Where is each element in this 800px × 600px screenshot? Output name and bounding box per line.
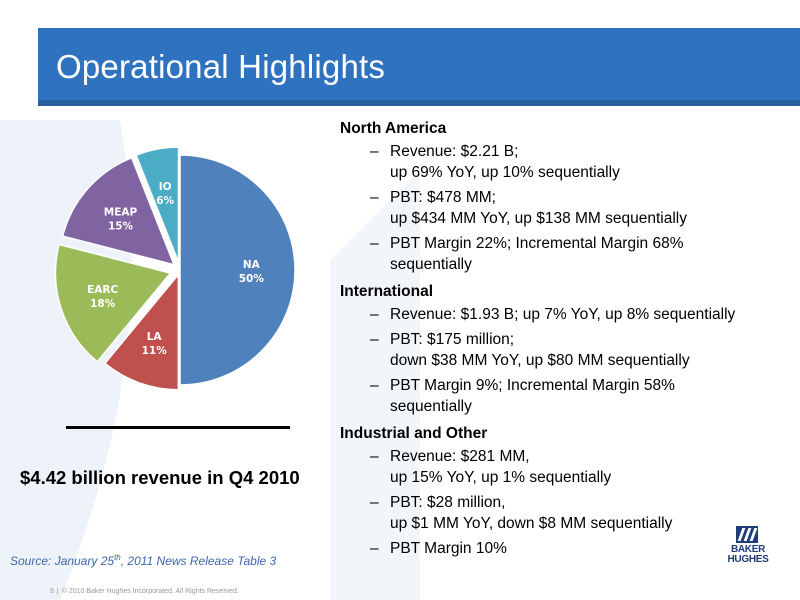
bullet-continuation: up $1 MM YoY, down $8 MM sequentially <box>390 515 673 532</box>
section-title: Industrial and Other <box>340 425 488 442</box>
logo-mark-icon <box>736 526 758 543</box>
footer-separator: | <box>56 588 59 595</box>
bullet-item: – PBT Margin 10% <box>340 538 800 559</box>
baker-hughes-logo: BAKER HUGHES <box>716 526 780 574</box>
dash-bullet-icon: – <box>370 189 379 206</box>
source-note: Source: January 25th, 2011 News Release … <box>10 553 276 568</box>
pie-slice-io <box>135 146 180 263</box>
title-banner: Operational Highlights <box>38 28 800 106</box>
slice-label-na: NA <box>243 259 261 271</box>
bullet-text: PBT: $28 million, <box>390 494 506 511</box>
slice-label-earc: EARC <box>87 284 118 296</box>
bullet-item: – PBT: $28 million, up $1 MM YoY, down $8 … <box>340 492 800 534</box>
banner-shade <box>38 100 800 106</box>
page-number: 9 <box>50 588 54 595</box>
slice-value-meap: 15% <box>108 221 134 233</box>
bullet-continuation: up 15% YoY, up 1% sequentially <box>390 469 612 486</box>
dash-bullet-icon: – <box>370 448 379 465</box>
pie-slice-earc <box>54 243 172 363</box>
bullet-item: – PBT Margin 9%; Incremental Margin 58% se… <box>340 375 800 417</box>
bullet-item: – PBT: $175 million; down $38 MM YoY, up $… <box>340 329 800 371</box>
bullet-continuation: down $38 MM YoY, up $80 MM sequentially <box>390 352 690 369</box>
pie-slice-la <box>103 272 180 391</box>
bullet-text: PBT Margin 9%; Incremental Margin 58% <box>390 377 675 394</box>
bullet-text: Revenue: $1.93 B; up 7% YoY, up 8% seque… <box>390 306 736 323</box>
slice-value-la: 11% <box>142 345 168 357</box>
bullet-text: PBT: $175 million; <box>390 331 515 348</box>
footer: 9 | © 2010 Baker Hughes Incorporated. All … <box>50 588 239 595</box>
bullet-item: – PBT: $478 MM; up $434 MM YoY, up $138 MM… <box>340 187 800 229</box>
bullet-item: – Revenue: $2.21 B; up 69% YoY, up 10% seq… <box>340 141 800 183</box>
source-rest: , 2011 News Release Table 3 <box>120 554 277 568</box>
dash-bullet-icon: – <box>370 494 379 511</box>
pie-slice-na <box>179 154 296 386</box>
logo-line-2: HUGHES <box>727 554 769 565</box>
dash-bullet-icon: – <box>370 540 379 557</box>
copyright-text: © 2010 Baker Hughes Incorporated. All Ri… <box>61 588 239 595</box>
bullet-text: Revenue: $2.21 B; <box>390 143 519 160</box>
logo-wordmark: BAKER HUGHES <box>716 545 780 565</box>
bullet-text: PBT: $478 MM; <box>390 189 496 206</box>
bullet-item: – Revenue: $1.93 B; up 7% YoY, up 8% sequ… <box>340 304 800 325</box>
slice-value-earc: 18% <box>90 298 116 310</box>
bullet-text: Revenue: $281 MM, <box>390 448 530 465</box>
source-superscript: th <box>114 553 121 562</box>
slice-label-la: LA <box>147 331 163 343</box>
slice-value-io: 6% <box>156 195 174 207</box>
bullet-continuation: up $434 MM YoY, up $138 MM sequentially <box>390 210 687 227</box>
highlights-list: North America – Revenue: $2.21 B; up 69% Yo… <box>340 116 800 563</box>
bullet-item: – PBT Margin 22%; Incremental Margin 68% s… <box>340 233 800 275</box>
bullet-item: – Revenue: $281 MM, up 15% YoY, up 1% sequ… <box>340 446 800 488</box>
slice-label-meap: MEAP <box>104 207 138 219</box>
bullet-continuation: sequentially <box>390 398 472 415</box>
slice-value-na: 50% <box>239 273 265 285</box>
dash-bullet-icon: – <box>370 235 379 252</box>
dash-bullet-icon: – <box>370 377 379 394</box>
slice-label-io: IO <box>159 181 172 193</box>
dash-bullet-icon: – <box>370 306 379 323</box>
bullet-continuation: sequentially <box>390 256 472 273</box>
pie-slice-meap <box>61 156 176 266</box>
revenue-caption: $4.42 billion revenue in Q4 2010 <box>20 467 300 488</box>
bullet-continuation: up 69% YoY, up 10% sequentially <box>390 164 620 181</box>
source-text: Source: January 25 <box>10 554 115 568</box>
logo-line-1: BAKER <box>730 544 766 555</box>
bullet-text: PBT Margin 10% <box>390 540 507 557</box>
section-title: North America <box>340 120 447 137</box>
revenue-pie-chart: NA 50% LA 11% EARC 18% MEAP 15% IO 6% <box>54 146 296 391</box>
divider-rule <box>66 426 290 429</box>
dash-bullet-icon: – <box>370 143 379 160</box>
dash-bullet-icon: – <box>370 331 379 348</box>
slide-title: Operational Highlights <box>56 48 386 85</box>
bullet-text: PBT Margin 22%; Incremental Margin 68% <box>390 235 684 252</box>
section-title: International <box>340 283 434 300</box>
